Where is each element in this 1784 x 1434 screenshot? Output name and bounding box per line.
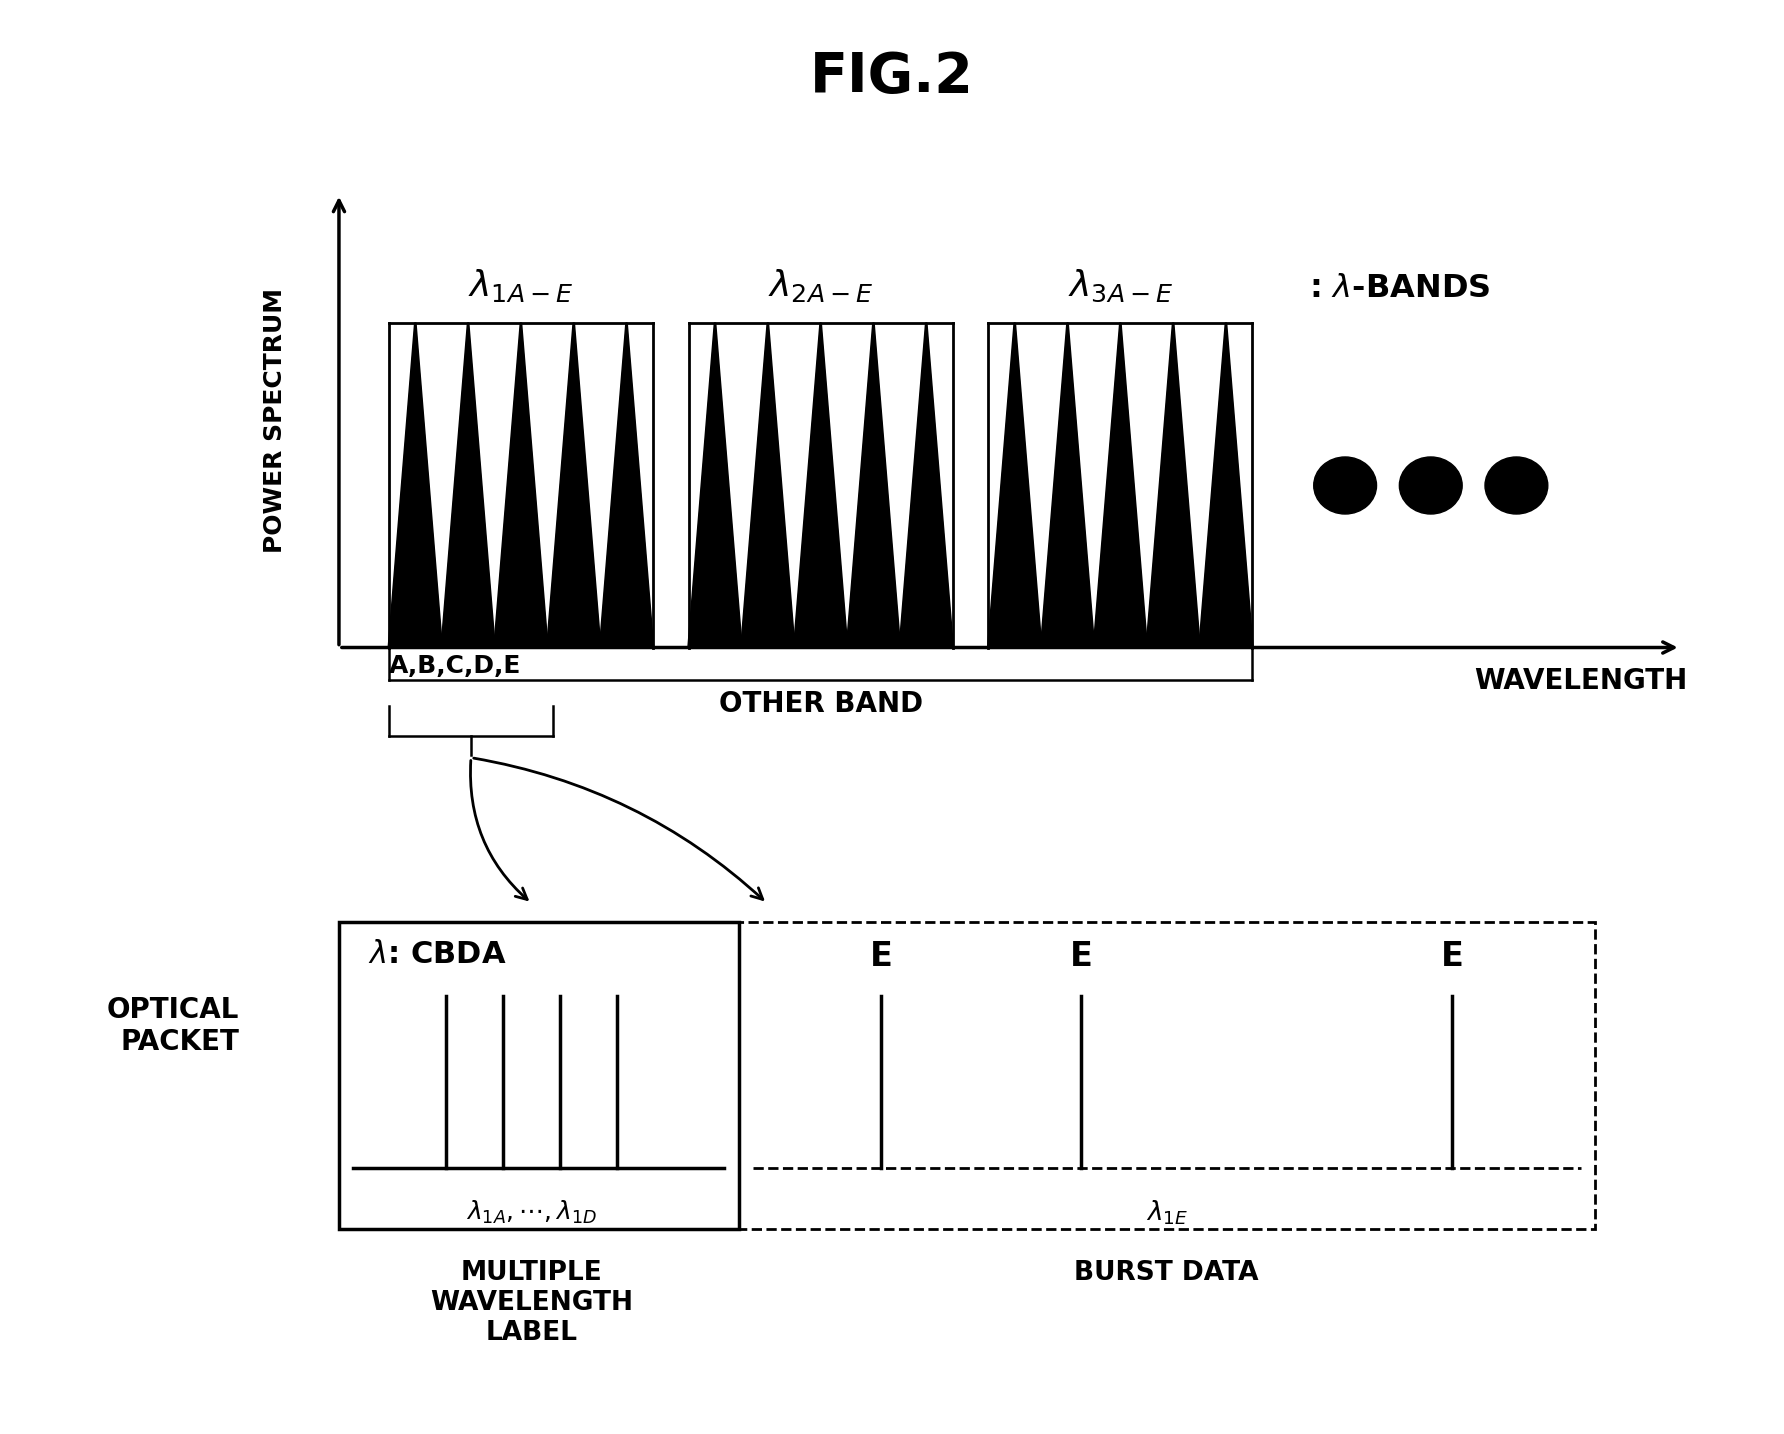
Text: E: E: [1070, 941, 1092, 974]
Text: $\lambda_{1E}$: $\lambda_{1E}$: [1145, 1199, 1188, 1228]
Polygon shape: [847, 324, 899, 648]
Bar: [339, 922, 739, 1229]
Text: WAVELENGTH: WAVELENGTH: [1474, 667, 1688, 695]
Polygon shape: [389, 324, 442, 648]
Text: A,B,C,D,E: A,B,C,D,E: [389, 654, 521, 678]
Polygon shape: [988, 324, 1042, 648]
Text: $\lambda_{1A-E}$: $\lambda_{1A-E}$: [467, 267, 574, 304]
Polygon shape: [1094, 324, 1147, 648]
Text: $\lambda$: CBDA: $\lambda$: CBDA: [368, 941, 507, 969]
Polygon shape: [1147, 324, 1199, 648]
Text: BURST DATA: BURST DATA: [1074, 1260, 1260, 1286]
Text: OTHER BAND: OTHER BAND: [719, 690, 922, 718]
Text: $\lambda_{3A-E}$: $\lambda_{3A-E}$: [1067, 268, 1174, 304]
Polygon shape: [599, 324, 653, 648]
Polygon shape: [794, 324, 847, 648]
Text: : $\lambda$-BANDS: : $\lambda$-BANDS: [1309, 272, 1491, 304]
Circle shape: [1484, 457, 1549, 513]
Polygon shape: [494, 324, 548, 648]
Text: $\lambda_{1A},\cdots,\lambda_{1D}$: $\lambda_{1A},\cdots,\lambda_{1D}$: [466, 1199, 598, 1226]
Circle shape: [1313, 457, 1377, 513]
Text: POWER SPECTRUM: POWER SPECTRUM: [262, 288, 287, 554]
Polygon shape: [742, 324, 794, 648]
Circle shape: [1399, 457, 1463, 513]
Text: $\lambda_{2A-E}$: $\lambda_{2A-E}$: [767, 267, 874, 304]
Text: MULTIPLE
WAVELENGTH
LABEL: MULTIPLE WAVELENGTH LABEL: [430, 1260, 633, 1347]
Text: E: E: [871, 941, 892, 974]
Polygon shape: [689, 324, 742, 648]
Polygon shape: [548, 324, 599, 648]
Polygon shape: [899, 324, 953, 648]
Text: E: E: [1441, 941, 1463, 974]
Polygon shape: [1199, 324, 1252, 648]
Bar: [339, 922, 1595, 1229]
Text: FIG.2: FIG.2: [810, 50, 974, 105]
Polygon shape: [1042, 324, 1094, 648]
Text: OPTICAL
PACKET: OPTICAL PACKET: [107, 995, 239, 1055]
Polygon shape: [442, 324, 494, 648]
